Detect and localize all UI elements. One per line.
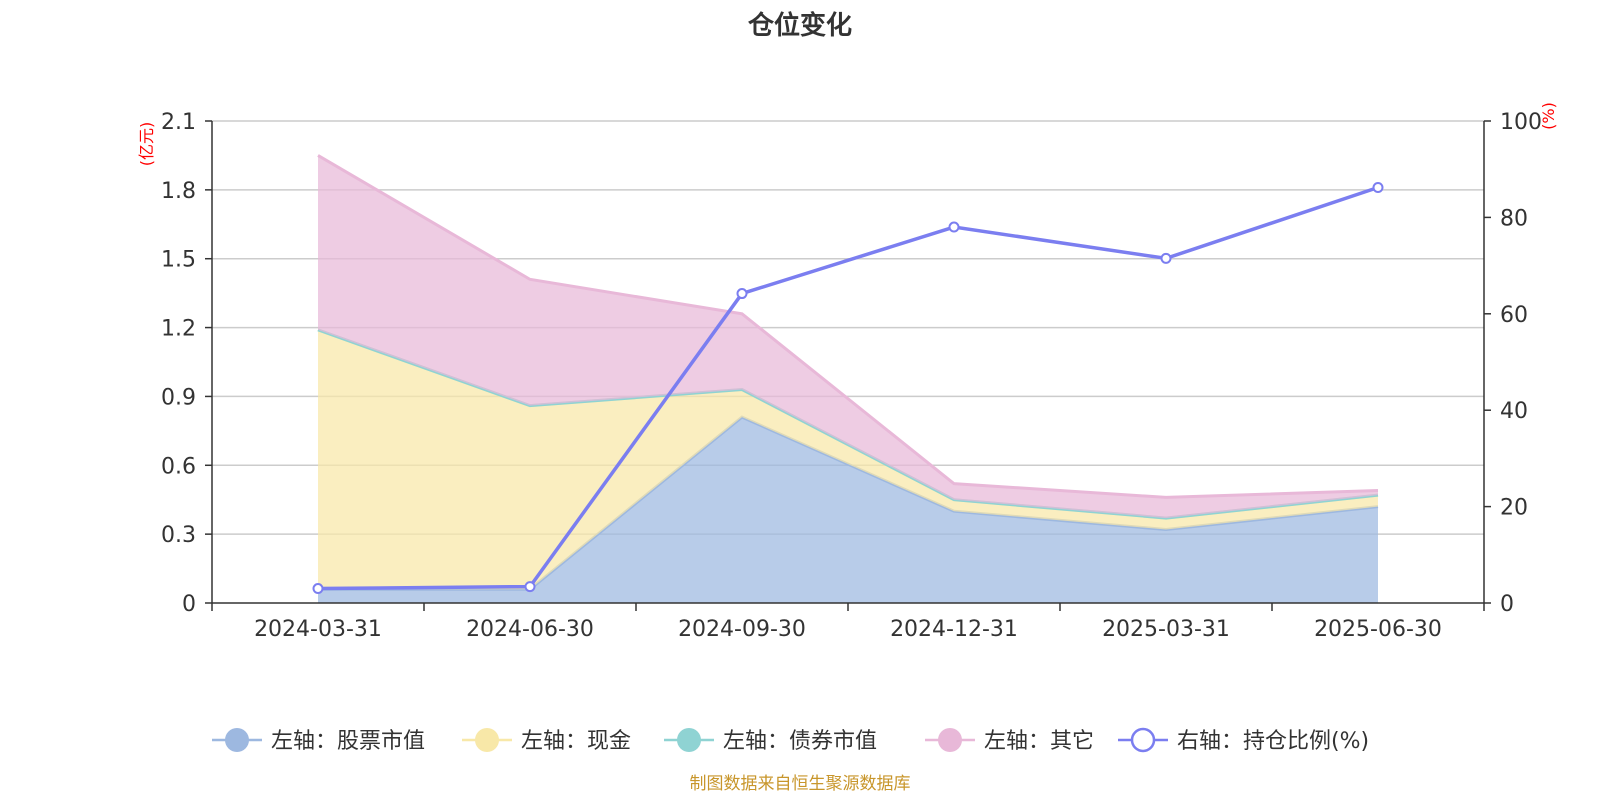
- left-tick-label: 2.1: [161, 110, 196, 135]
- legend-label: 右轴：持仓比例(%): [1177, 729, 1369, 754]
- right-tick-label: 60: [1500, 303, 1528, 328]
- right-tick-label: 100: [1500, 110, 1542, 135]
- source-note: 制图数据来自恒生聚源数据库: [690, 774, 911, 794]
- left-axis-unit: (亿元): [137, 122, 156, 167]
- area-左轴：其它: [318, 155, 1378, 519]
- left-tick-label: 0.6: [161, 454, 196, 479]
- line-point: [948, 221, 960, 233]
- right-tick-label: 0: [1500, 592, 1514, 617]
- left-tick-label: 1.5: [161, 248, 196, 273]
- area-series: [317, 154, 1379, 603]
- legend-marker: [1130, 727, 1156, 753]
- area-左轴：现金: [318, 329, 1378, 590]
- left-tick-label: 0: [182, 592, 196, 617]
- legend-label: 左轴：其它: [984, 729, 1094, 754]
- left-tick-label: 0.3: [161, 523, 196, 548]
- right-tick-label: 20: [1500, 496, 1528, 521]
- legend: 左轴：股票市值 左轴：现金 左轴：债券市值 左轴：其它 右轴：持仓比例(%): [212, 727, 1369, 754]
- chart-title: 仓位变化: [747, 10, 852, 41]
- legend-marker: [225, 728, 249, 752]
- left-tick-label: 0.9: [161, 385, 196, 410]
- legend-marker: [938, 728, 962, 752]
- line-右轴：持仓比例(%): [317, 185, 1379, 591]
- left-tick-label: 1.8: [161, 179, 196, 204]
- x-tick-label: 2024-06-30: [466, 617, 594, 642]
- right-tick-label: 80: [1500, 206, 1528, 231]
- line-point: [736, 288, 748, 300]
- x-tick-label: 2024-03-31: [254, 617, 382, 642]
- legend-label: 左轴：债券市值: [723, 729, 877, 754]
- axes: 0 0.3 0.6 0.9 1.2 1.5 1.8 2.1 0 20 40 60 80 100 2024-0…: [161, 110, 1542, 642]
- right-tick-label: 40: [1500, 399, 1528, 424]
- area-左轴：股票市值: [318, 417, 1378, 603]
- right-axis-unit: (%): [1539, 102, 1558, 130]
- legend-label: 左轴：股票市值: [271, 729, 425, 754]
- area-edge-左轴：其它: [317, 154, 1379, 499]
- x-tick-label: 2025-03-31: [1102, 617, 1230, 642]
- line-point: [312, 583, 324, 595]
- x-tick-label: 2024-12-31: [890, 617, 1018, 642]
- line-point: [1372, 182, 1384, 194]
- line-series: [312, 182, 1384, 595]
- x-tick-label: 2024-09-30: [678, 617, 806, 642]
- line-point: [1160, 252, 1172, 264]
- legend-label: 左轴：现金: [521, 729, 631, 754]
- x-tick-label: 2025-06-30: [1314, 617, 1442, 642]
- line-point: [524, 581, 536, 593]
- legend-marker: [475, 728, 499, 752]
- legend-marker: [677, 728, 701, 752]
- left-tick-label: 1.2: [161, 317, 196, 342]
